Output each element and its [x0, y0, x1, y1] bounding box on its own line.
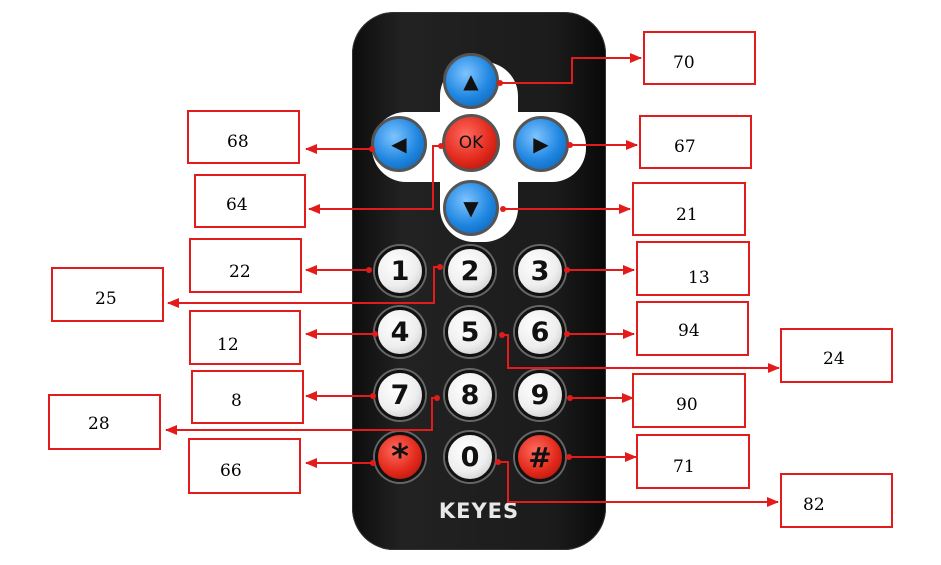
code-box-3: 13 [636, 241, 750, 296]
digit-2-button[interactable]: 2 [445, 246, 495, 296]
ok-button[interactable]: OK [442, 114, 500, 172]
code-ok: 64 [226, 195, 248, 215]
code-box-ok: 64 [194, 174, 306, 228]
digit-9-label: 9 [530, 379, 550, 411]
digit-3-button[interactable]: 3 [515, 246, 565, 296]
code-box-hash: 71 [636, 434, 750, 489]
star-label: * [391, 437, 409, 477]
code-box-7: 8 [191, 370, 304, 424]
digit-7-button[interactable]: 7 [375, 370, 425, 420]
hash-label: # [528, 440, 552, 474]
code-star: 66 [220, 461, 242, 481]
code-down: 21 [676, 205, 698, 225]
digit-7-label: 7 [390, 379, 410, 411]
code-2: 25 [95, 289, 117, 309]
brand-logo-text: KEYES [438, 499, 520, 523]
digit-6-label: 6 [530, 316, 550, 348]
down-arrow-button[interactable]: ▼ [443, 180, 499, 236]
up-arrow-button[interactable]: ▲ [443, 53, 499, 109]
code-box-1: 22 [189, 238, 302, 293]
digit-0-button[interactable]: 0 [445, 432, 495, 482]
right-arrow-icon: ▶ [533, 132, 549, 156]
code-box-6: 94 [636, 301, 749, 356]
ok-button-label: OK [458, 133, 484, 153]
code-box-0: 82 [780, 473, 893, 528]
hash-button[interactable]: # [515, 432, 565, 482]
code-0: 82 [803, 495, 825, 515]
digit-8-label: 8 [460, 379, 480, 411]
down-arrow-icon: ▼ [463, 196, 479, 220]
code-box-5: 24 [780, 328, 893, 383]
code-4: 12 [217, 335, 239, 355]
digit-5-button[interactable]: 5 [445, 307, 495, 357]
code-1: 22 [229, 262, 251, 282]
code-box-up: 70 [643, 31, 756, 85]
code-box-2: 25 [51, 267, 164, 322]
code-7: 8 [231, 391, 242, 411]
code-9: 90 [676, 395, 698, 415]
digit-3-label: 3 [530, 255, 550, 287]
callout-up [500, 53, 642, 84]
digit-9-button[interactable]: 9 [515, 370, 565, 420]
digit-1-button[interactable]: 1 [375, 246, 425, 296]
up-arrow-icon: ▲ [463, 69, 479, 93]
ir-remote-control: ▲ ◀ OK ▶ ▼ 1 2 3 4 5 6 7 8 9 * 0 # KEYES [352, 12, 606, 550]
code-right: 67 [674, 137, 696, 157]
code-box-down: 21 [632, 182, 746, 236]
callout-ok [308, 145, 441, 214]
code-3: 13 [688, 268, 710, 288]
code-box-right: 67 [639, 115, 752, 169]
code-box-8: 28 [48, 394, 161, 450]
code-box-4: 12 [189, 310, 301, 365]
code-8: 28 [88, 414, 110, 434]
code-box-star: 66 [188, 438, 301, 494]
code-box-9: 90 [632, 373, 746, 428]
digit-8-button[interactable]: 8 [445, 370, 495, 420]
code-box-left: 68 [187, 110, 300, 164]
digit-5-label: 5 [460, 316, 480, 348]
star-button[interactable]: * [375, 432, 425, 482]
code-up: 70 [673, 53, 695, 73]
digit-2-label: 2 [460, 255, 480, 287]
code-6: 94 [678, 321, 700, 341]
callout-0 [498, 461, 779, 507]
digit-6-button[interactable]: 6 [515, 307, 565, 357]
code-5: 24 [823, 349, 845, 369]
digit-4-label: 4 [390, 316, 410, 348]
left-arrow-icon: ◀ [391, 132, 407, 156]
code-hash: 71 [673, 457, 695, 477]
digit-1-label: 1 [390, 255, 410, 287]
digit-0-label: 0 [460, 441, 480, 473]
left-arrow-button[interactable]: ◀ [371, 116, 427, 172]
code-left: 68 [227, 132, 249, 152]
